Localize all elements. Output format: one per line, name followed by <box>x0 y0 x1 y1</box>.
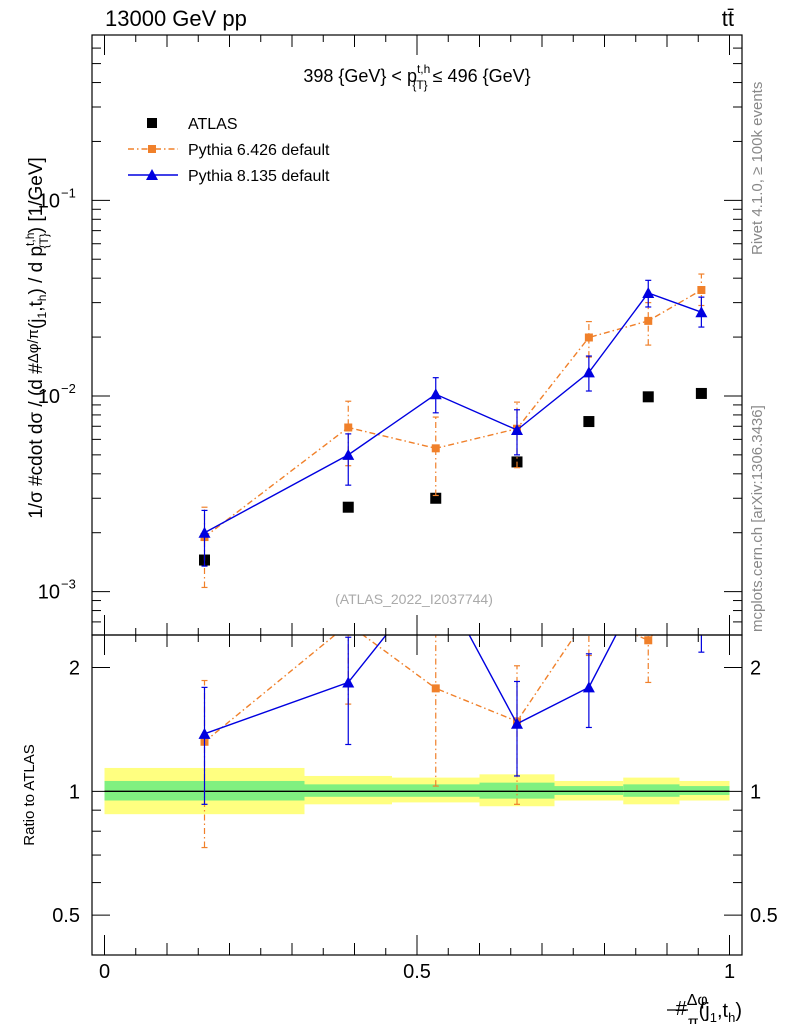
ratio-y-tick-label-right-1: 1 <box>750 781 761 803</box>
x-axis-label: #Δφ π(j1,th) #Δφ/π(j1,th) <box>667 992 742 1024</box>
py8-ratio-point-1 <box>342 676 355 688</box>
py8-ratio-point-3 <box>511 717 523 729</box>
main-y-tick-label-2: 10 <box>38 582 60 604</box>
legend-atlas-label: ATLAS <box>188 116 238 133</box>
py6-main-line <box>204 289 702 538</box>
py6-ratio-point-4 <box>585 611 593 619</box>
atlas-point-4 <box>583 416 595 428</box>
legend: ATLAS Pythia 6.426 default Pythia 8.135 … <box>128 116 330 185</box>
x-axis-label-text: #Δφ π(j1,th) <box>676 992 742 1024</box>
main-y-axis-label-text: 1/σ #cdot dσ / (d #Δφ/π(j1,th) / d pt,h{… <box>23 157 51 519</box>
ratio-y-axis-label: Ratio to ATLAS <box>21 744 38 845</box>
mcplots-label: mcplots.cern.ch [arXiv:1306.3436] <box>749 405 766 632</box>
py8-ratio-point-2 <box>430 567 442 578</box>
atlas-point-6 <box>695 387 707 399</box>
py8-point-0 <box>198 526 211 538</box>
header-left-text: 13000 GeV pp <box>105 6 247 31</box>
py8-point-5 <box>642 286 655 298</box>
py6-point-4 <box>584 333 593 342</box>
main-title: 398 {GeV} < pt,h {T} ≤ 496 {GeV} <box>303 62 530 92</box>
main-panel: 10−110−210−3 398 {GeV} < pt,h {T} ≤ 496 {… <box>38 34 743 636</box>
py8-point-6 <box>695 306 708 318</box>
main-y-tick-label-1: 10 <box>38 386 60 408</box>
atlas-point-2 <box>430 492 442 504</box>
legend-atlas-marker <box>147 118 157 128</box>
py6-point-5 <box>644 316 653 325</box>
py6-ratio-point-6 <box>697 570 705 578</box>
py8-ratio-point-5 <box>642 567 654 578</box>
py8-point-1 <box>342 448 355 460</box>
ratio-y-tick-label-left-0: 2 <box>69 658 80 680</box>
main-y-tick-label-0: 10 <box>38 190 60 212</box>
main-y-tick-label-exp-1: −2 <box>61 381 76 396</box>
ratio-band-inner-2 <box>392 784 480 797</box>
ratio-band-inner-5 <box>623 784 680 797</box>
ratio-y-tick-label-right-2: 0.5 <box>750 905 778 927</box>
py8-point-2 <box>429 388 442 400</box>
analysis-watermark: (ATLAS_2022_I2037744) <box>335 591 493 607</box>
py8-ratio-point-6 <box>695 615 707 626</box>
legend-py6-marker <box>148 145 156 153</box>
x-tick-label-1: 0.5 <box>403 961 431 983</box>
py6-point-2 <box>431 444 440 453</box>
atlas-point-5 <box>642 391 654 403</box>
py6-point-6 <box>697 286 706 295</box>
main-y-axis-label: 1/σ #cdot dσ / (d #Δφ/π(j1,th) / d pt,h{… <box>23 157 51 519</box>
py8-point-4 <box>582 366 595 378</box>
ratio-band-inner-1 <box>304 784 392 797</box>
ratio-band-inner-6 <box>679 786 730 795</box>
x-tick-label-0: 0 <box>99 961 110 983</box>
main-y-tick-label-exp-2: −3 <box>61 577 76 592</box>
header-right-text: tt̄ <box>722 6 734 31</box>
py8-ratio-point-4 <box>582 681 595 693</box>
main-y-tick-label-exp-0: −1 <box>61 185 76 200</box>
py8-ratio-point-0 <box>198 727 211 739</box>
rivet-version-label: Rivet 4.1.0, ≥ 100k events <box>749 82 766 255</box>
ratio-panel: 2 2 1 1 0.5 0.5 <box>52 567 778 956</box>
ratio-y-tick-label-right-0: 2 <box>750 658 761 680</box>
x-axis-ticks: 0 0.5 1 <box>99 35 735 983</box>
legend-py8-label: Pythia 8.135 default <box>188 168 330 185</box>
py8-main-line <box>204 292 702 534</box>
ratio-series-layer <box>198 567 707 849</box>
py6-ratio-point-1 <box>344 620 352 628</box>
ratio-uncertainty-bands <box>104 767 730 815</box>
legend-py8-marker <box>146 169 158 180</box>
ratio-band-inner-4 <box>554 786 624 795</box>
main-y-ticks: 10−110−210−3 <box>38 47 742 636</box>
py6-ratio-point-2 <box>431 684 440 693</box>
atlas-point-1 <box>342 501 354 513</box>
ratio-y-tick-label-left-2: 0.5 <box>52 905 80 927</box>
py6-point-1 <box>344 423 353 432</box>
py8-point-3 <box>511 423 523 435</box>
ratio-y-ticks: 2 2 1 1 0.5 0.5 <box>52 658 778 956</box>
py6-ratio-point-5 <box>644 636 653 645</box>
legend-py6-label: Pythia 6.426 default <box>188 142 330 159</box>
x-tick-label-2: 1 <box>724 961 735 983</box>
ratio-y-tick-label-left-1: 1 <box>69 781 80 803</box>
main-series-layer <box>198 273 708 589</box>
